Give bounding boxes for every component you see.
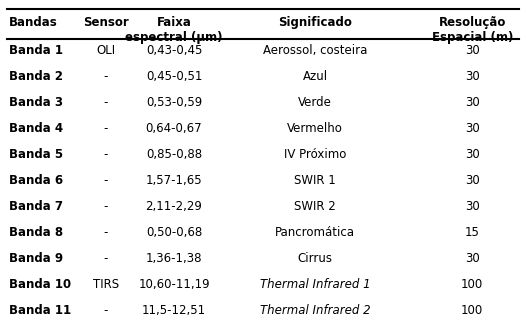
Text: Banda 11: Banda 11 [9,304,72,317]
Text: Vermelho: Vermelho [287,122,343,135]
Text: -: - [104,96,108,109]
Text: 30: 30 [465,96,480,109]
Text: 1,57-1,65: 1,57-1,65 [146,174,203,187]
Text: 30: 30 [465,148,480,161]
Text: Banda 7: Banda 7 [9,200,63,213]
Text: 2,11-2,29: 2,11-2,29 [146,200,203,213]
Text: 11,5-12,51: 11,5-12,51 [142,304,206,317]
Text: 0,53-0,59: 0,53-0,59 [146,96,202,109]
Text: 30: 30 [465,70,480,83]
Text: Thermal Infrared 1: Thermal Infrared 1 [260,278,371,291]
Text: 100: 100 [461,278,483,291]
Text: 0,50-0,68: 0,50-0,68 [146,226,202,239]
Text: TIRS: TIRS [93,278,119,291]
Text: -: - [104,70,108,83]
Text: Bandas: Bandas [9,16,58,28]
Text: Banda 2: Banda 2 [9,70,63,83]
Text: Aerossol, costeira: Aerossol, costeira [263,44,368,57]
Text: IV Próximo: IV Próximo [284,148,347,161]
Text: Banda 5: Banda 5 [9,148,63,161]
Text: 0,45-0,51: 0,45-0,51 [146,70,202,83]
Text: Banda 3: Banda 3 [9,96,63,109]
Text: 0,43-0,45: 0,43-0,45 [146,44,202,57]
Text: SWIR 1: SWIR 1 [295,174,336,187]
Text: SWIR 2: SWIR 2 [295,200,336,213]
Text: Banda 9: Banda 9 [9,252,63,265]
Text: Banda 6: Banda 6 [9,174,63,187]
Text: Banda 10: Banda 10 [9,278,72,291]
Text: 1,36-1,38: 1,36-1,38 [146,252,203,265]
Text: -: - [104,200,108,213]
Text: Faixa
espectral (μm): Faixa espectral (μm) [125,16,223,44]
Text: Azul: Azul [303,70,328,83]
Text: 100: 100 [461,304,483,317]
Text: Banda 8: Banda 8 [9,226,63,239]
Text: 0,85-0,88: 0,85-0,88 [146,148,202,161]
Text: Banda 1: Banda 1 [9,44,63,57]
Text: 10,60-11,19: 10,60-11,19 [138,278,210,291]
Text: Pancromática: Pancromática [275,226,356,239]
Text: -: - [104,252,108,265]
Text: Cirrus: Cirrus [298,252,333,265]
Text: 30: 30 [465,252,480,265]
Text: 30: 30 [465,174,480,187]
Text: 0,64-0,67: 0,64-0,67 [146,122,203,135]
Text: Sensor: Sensor [83,16,129,28]
Text: Verde: Verde [298,96,332,109]
Text: -: - [104,122,108,135]
Text: -: - [104,304,108,317]
Text: 15: 15 [465,226,480,239]
Text: OLI: OLI [96,44,116,57]
Text: -: - [104,148,108,161]
Text: 30: 30 [465,122,480,135]
Text: Banda 4: Banda 4 [9,122,63,135]
Text: 30: 30 [465,44,480,57]
Text: Significado: Significado [278,16,352,28]
Text: 30: 30 [465,200,480,213]
Text: -: - [104,226,108,239]
Text: Resolução
Espacial (m): Resolução Espacial (m) [432,16,513,44]
Text: Thermal Infrared 2: Thermal Infrared 2 [260,304,371,317]
Text: -: - [104,174,108,187]
